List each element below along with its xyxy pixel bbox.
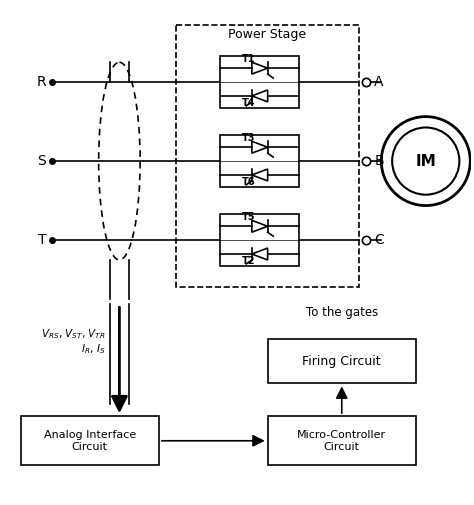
Bar xyxy=(20,416,159,466)
Text: Firing Circuit: Firing Circuit xyxy=(302,355,381,368)
Text: Power Stage: Power Stage xyxy=(228,28,306,41)
Text: T: T xyxy=(38,233,46,247)
Polygon shape xyxy=(252,141,268,153)
Text: To the gates: To the gates xyxy=(306,306,378,319)
Text: $V_{RS}$, $V_{ST}$, $V_{TR}$: $V_{RS}$, $V_{ST}$, $V_{TR}$ xyxy=(41,327,106,341)
Text: A: A xyxy=(374,75,384,89)
Text: T5: T5 xyxy=(242,213,255,222)
Text: C: C xyxy=(374,233,384,247)
Text: T6: T6 xyxy=(242,177,255,187)
Text: T2: T2 xyxy=(242,256,255,266)
Bar xyxy=(268,339,416,383)
Text: Analog Interface
Circuit: Analog Interface Circuit xyxy=(44,430,136,451)
Text: T3: T3 xyxy=(242,133,255,143)
Text: IM: IM xyxy=(415,154,436,169)
Text: T1: T1 xyxy=(242,54,255,64)
Bar xyxy=(176,25,358,287)
Polygon shape xyxy=(252,220,268,232)
Text: T4: T4 xyxy=(242,98,255,108)
Text: Micro-Controller
Circuit: Micro-Controller Circuit xyxy=(297,430,386,451)
Bar xyxy=(220,57,299,108)
Text: S: S xyxy=(37,154,46,168)
Bar xyxy=(220,215,299,266)
Text: B: B xyxy=(374,154,384,168)
Bar xyxy=(220,135,299,187)
Text: $I_R$, $I_S$: $I_R$, $I_S$ xyxy=(81,342,106,356)
Polygon shape xyxy=(252,169,268,181)
Polygon shape xyxy=(252,90,268,102)
Polygon shape xyxy=(252,62,268,74)
Text: R: R xyxy=(36,75,46,89)
Polygon shape xyxy=(252,248,268,260)
Bar xyxy=(268,416,416,466)
